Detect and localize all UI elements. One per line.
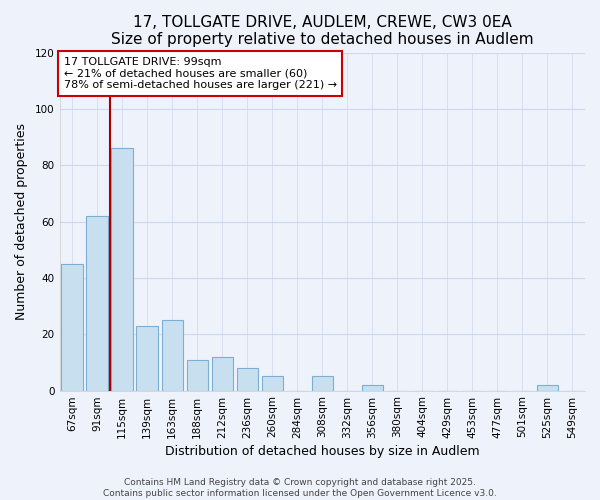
- Bar: [311, 376, 333, 390]
- Bar: [362, 385, 383, 390]
- Text: 17 TOLLGATE DRIVE: 99sqm
← 21% of detached houses are smaller (60)
78% of semi-d: 17 TOLLGATE DRIVE: 99sqm ← 21% of detach…: [64, 57, 337, 90]
- Bar: [236, 368, 258, 390]
- Bar: [86, 216, 108, 390]
- Text: Contains HM Land Registry data © Crown copyright and database right 2025.
Contai: Contains HM Land Registry data © Crown c…: [103, 478, 497, 498]
- Bar: [61, 264, 83, 390]
- Bar: [161, 320, 183, 390]
- Bar: [136, 326, 158, 390]
- Bar: [112, 148, 133, 390]
- X-axis label: Distribution of detached houses by size in Audlem: Distribution of detached houses by size …: [165, 444, 479, 458]
- Bar: [262, 376, 283, 390]
- Bar: [212, 357, 233, 390]
- Title: 17, TOLLGATE DRIVE, AUDLEM, CREWE, CW3 0EA
Size of property relative to detached: 17, TOLLGATE DRIVE, AUDLEM, CREWE, CW3 0…: [111, 15, 533, 48]
- Bar: [537, 385, 558, 390]
- Bar: [187, 360, 208, 390]
- Y-axis label: Number of detached properties: Number of detached properties: [15, 123, 28, 320]
